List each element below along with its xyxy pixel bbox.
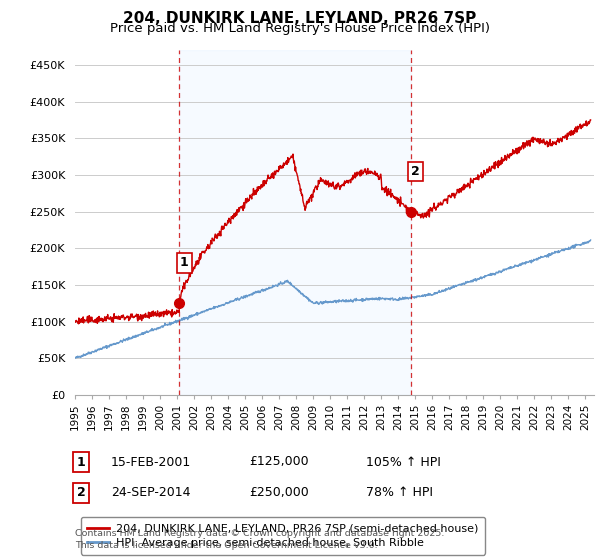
Text: Price paid vs. HM Land Registry's House Price Index (HPI): Price paid vs. HM Land Registry's House … <box>110 22 490 35</box>
Text: 2: 2 <box>77 486 85 500</box>
Legend: 204, DUNKIRK LANE, LEYLAND, PR26 7SP (semi-detached house), HPI: Average price, : 204, DUNKIRK LANE, LEYLAND, PR26 7SP (se… <box>80 517 485 554</box>
Text: 204, DUNKIRK LANE, LEYLAND, PR26 7SP: 204, DUNKIRK LANE, LEYLAND, PR26 7SP <box>124 11 476 26</box>
Text: 2: 2 <box>412 165 420 178</box>
Text: 24-SEP-2014: 24-SEP-2014 <box>111 486 191 500</box>
Text: 105% ↑ HPI: 105% ↑ HPI <box>366 455 441 469</box>
Text: 1: 1 <box>180 256 188 269</box>
Text: 78% ↑ HPI: 78% ↑ HPI <box>366 486 433 500</box>
Bar <box>179 50 411 395</box>
Text: £125,000: £125,000 <box>249 455 308 469</box>
Text: 1: 1 <box>77 455 85 469</box>
Text: 15-FEB-2001: 15-FEB-2001 <box>111 455 191 469</box>
Text: Contains HM Land Registry data © Crown copyright and database right 2025.
This d: Contains HM Land Registry data © Crown c… <box>75 529 445 550</box>
Text: £250,000: £250,000 <box>249 486 309 500</box>
